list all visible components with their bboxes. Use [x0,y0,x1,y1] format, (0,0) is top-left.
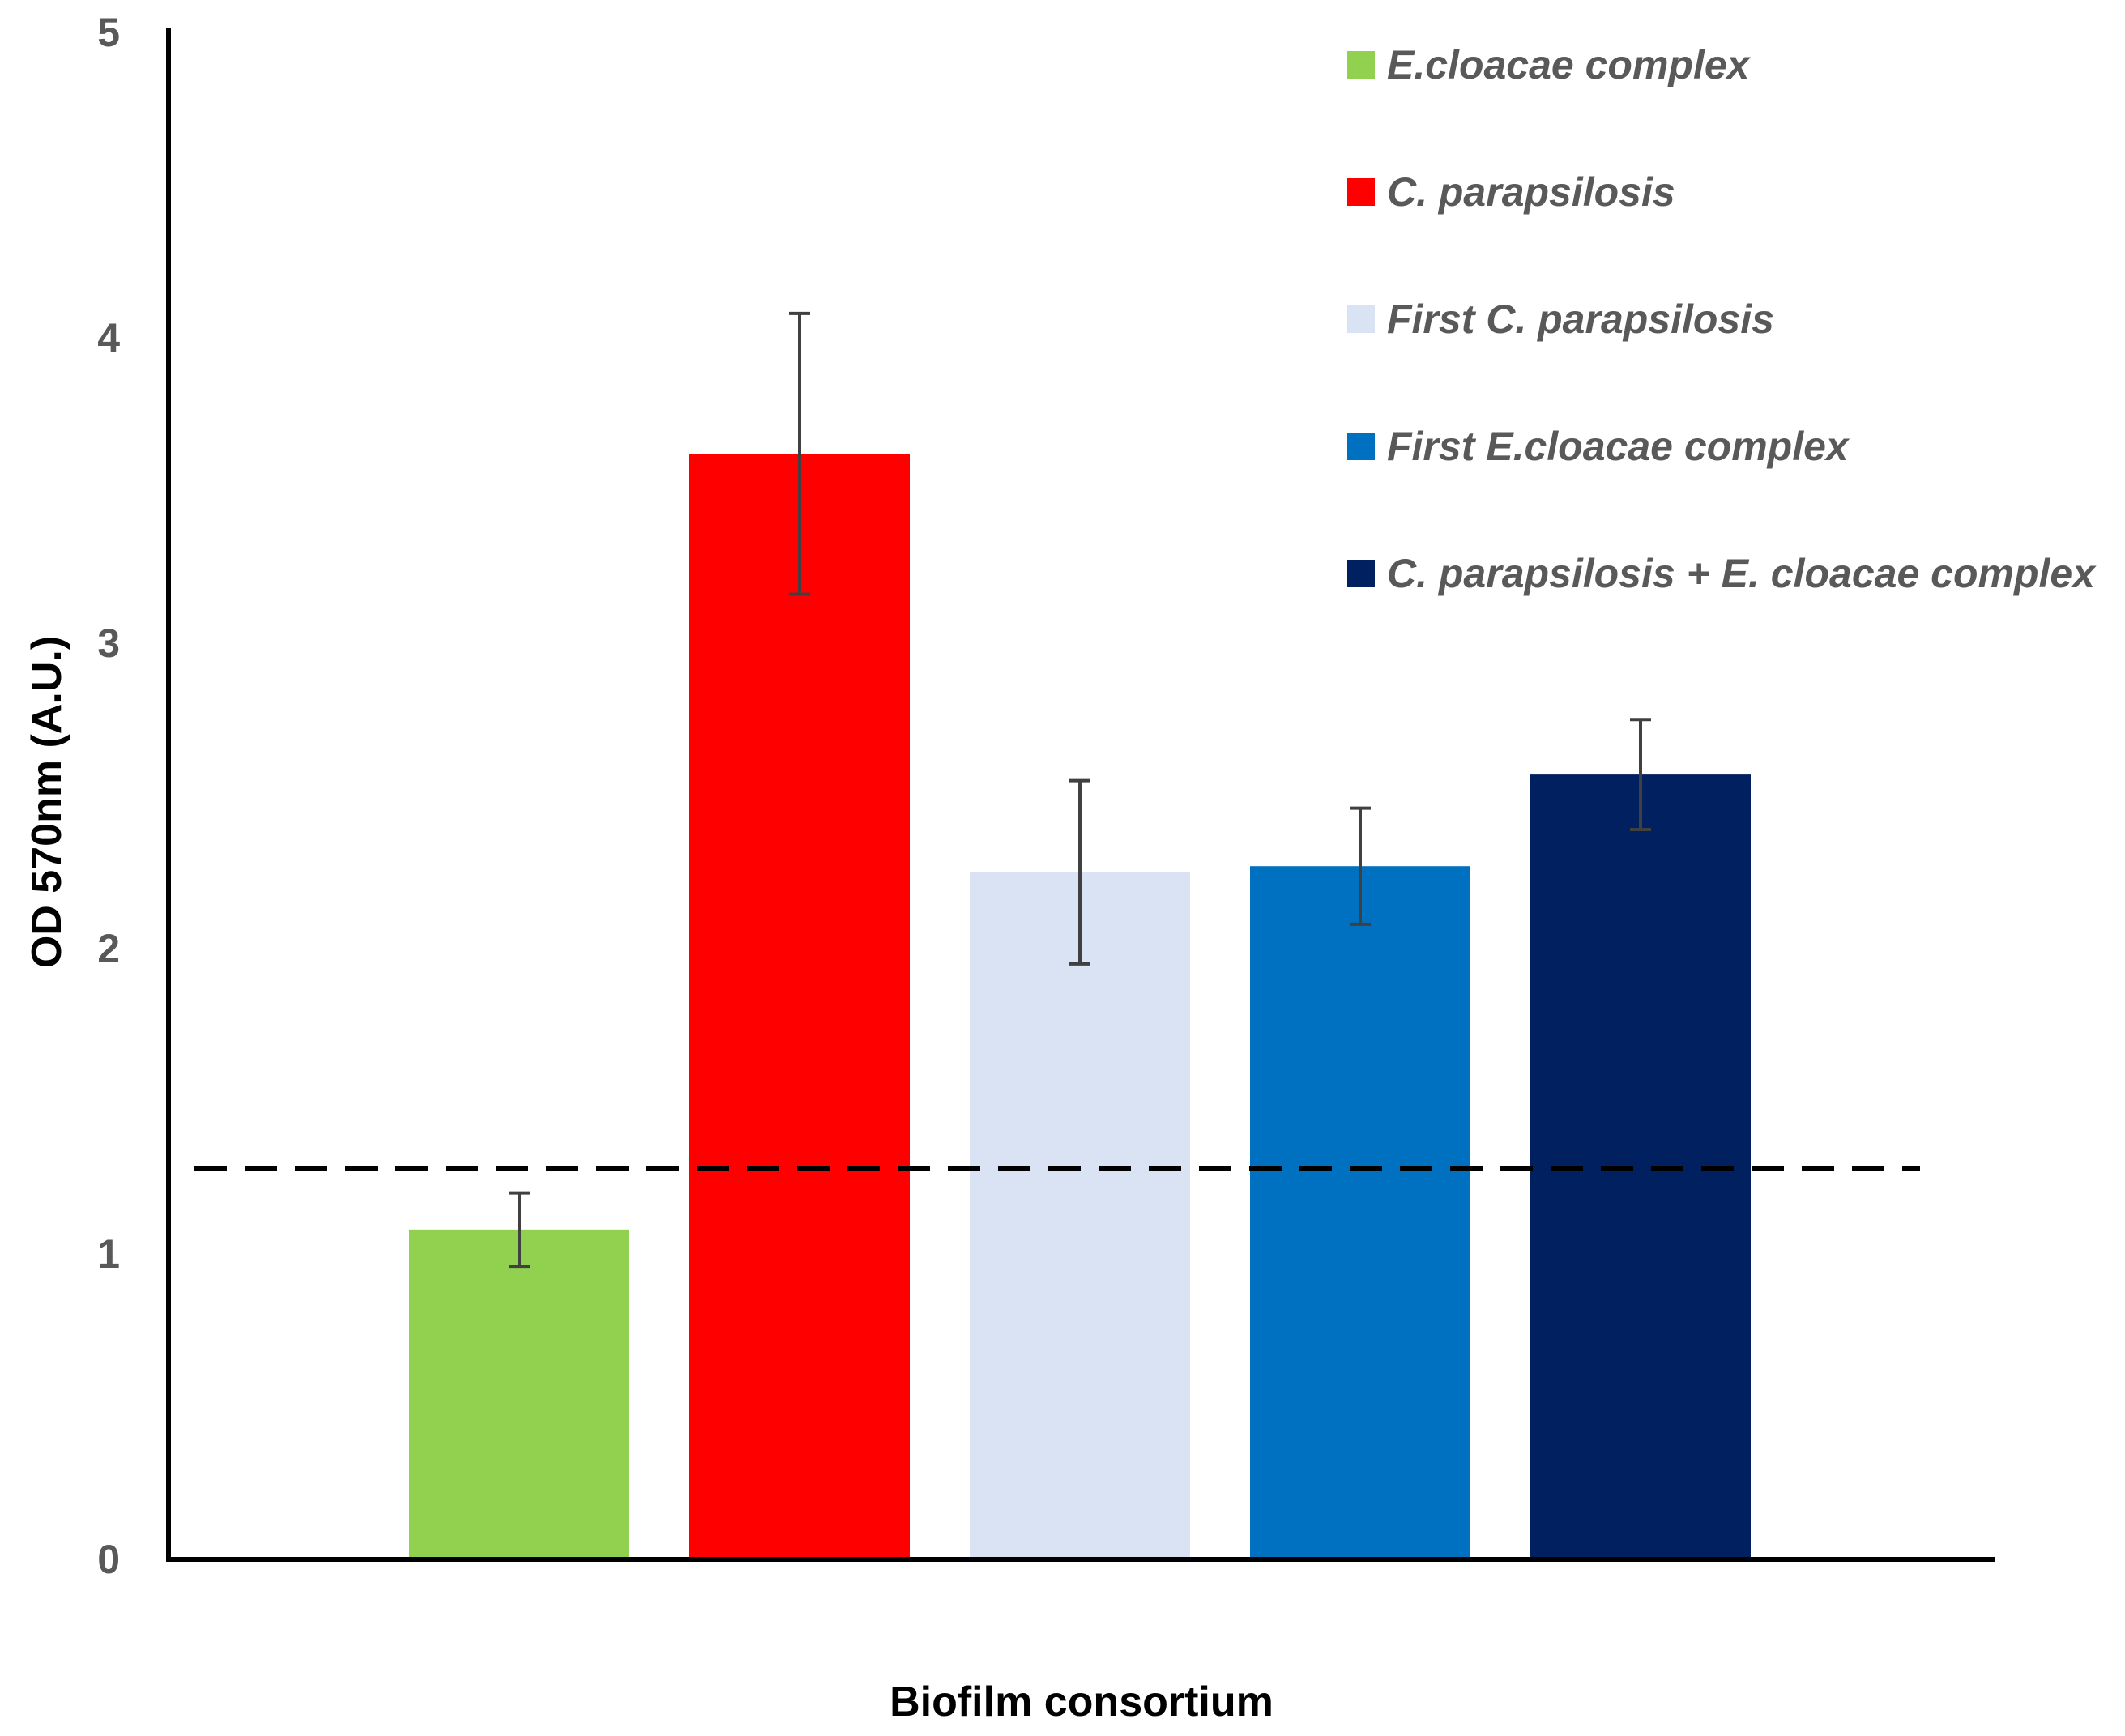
legend: E.cloacae complex C. parapsilosis First … [1347,42,2097,596]
legend-swatch-2 [1347,178,1375,206]
y-axis-title: OD 570nm (A.U.) [23,636,70,968]
bar-3 [970,872,1190,1559]
y-tick-label-0: 0 [97,1537,120,1582]
bar-4 [1250,866,1470,1559]
legend-item: C. parapsilosis + E. cloacae complex [1347,551,2097,596]
bar-1 [409,1229,629,1559]
legend-item: C. parapsilosis [1347,169,1675,215]
y-tick-label-4: 4 [97,315,120,360]
legend-label-1: E.cloacae complex [1387,42,1752,87]
legend-item: First E.cloacae complex [1347,424,1850,469]
y-tick-label-3: 3 [97,621,120,666]
legend-label-3: First C. parapsilosis [1387,296,1774,342]
legend-label-4: First E.cloacae complex [1387,424,1850,469]
bar-2 [689,454,910,1559]
legend-swatch-1 [1347,51,1375,79]
bars-group [409,454,1751,1559]
legend-swatch-4 [1347,433,1375,460]
x-axis-title: Biofilm consortium [890,1678,1274,1725]
y-tick-label-5: 5 [97,10,120,55]
legend-swatch-3 [1347,305,1375,333]
y-tick-label-1: 1 [97,1231,120,1277]
legend-label-5: C. parapsilosis + E. cloacae complex [1387,551,2097,596]
legend-item: E.cloacae complex [1347,42,1752,87]
y-tick-label-2: 2 [97,926,120,971]
legend-item: First C. parapsilosis [1347,296,1774,342]
y-tick-labels: 0 1 2 3 4 5 [97,10,120,1582]
error-bars-group [509,311,1651,1269]
legend-swatch-5 [1347,560,1375,587]
legend-label-2: C. parapsilosis [1387,169,1675,215]
